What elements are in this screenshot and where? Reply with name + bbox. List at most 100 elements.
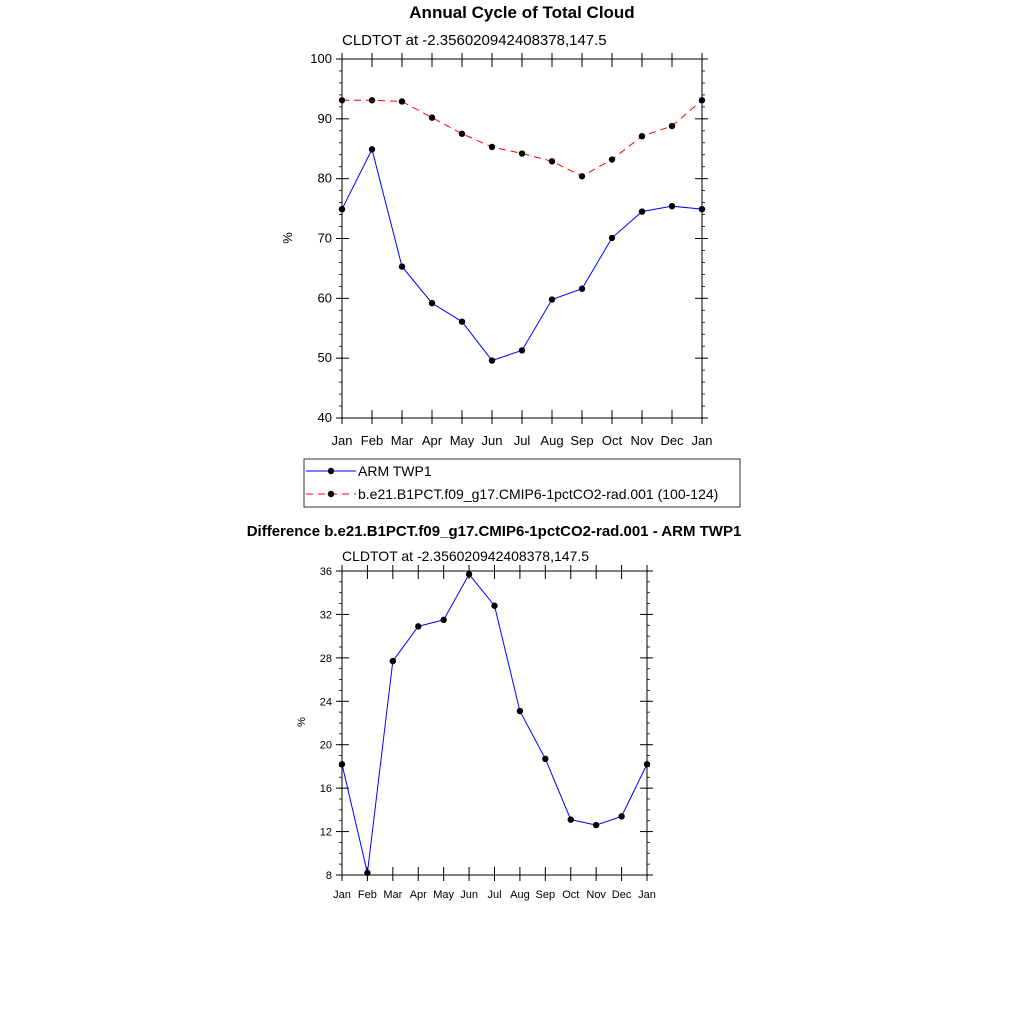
chart2-series-1-point-1 <box>364 869 371 877</box>
legend-label-series-2: b.e21.B1PCT.f09_g17.CMIP6-1pctCO2-rad.00… <box>358 486 718 502</box>
chart2-xtick-label-5: Jun <box>460 889 478 901</box>
chart1-series-2-point-10 <box>638 132 646 140</box>
chart2-subtitle: CLDTOT at -2.356020942408378,147.5 <box>342 548 589 564</box>
chart1-ytick-label-2: 60 <box>318 290 332 305</box>
chart1-series-1-point-0 <box>338 205 346 213</box>
chart1-xtick-label-2: Mar <box>391 433 414 448</box>
chart1-series-1-point-11 <box>668 202 676 210</box>
chart1-series-1-point-6 <box>518 347 526 354</box>
chart2-series-1-point-11 <box>618 813 625 820</box>
legend-marker-series-2 <box>327 490 335 498</box>
chart2-series-1-point-0 <box>338 761 346 768</box>
chart2-series-1-point-7 <box>516 707 524 715</box>
chart2-series-1-point-2 <box>389 657 397 665</box>
chart2-series-1-point-4 <box>440 616 447 624</box>
chart1-ytick-label-5: 90 <box>318 111 332 126</box>
chart2-xtick-label-6: Jul <box>487 889 501 901</box>
chart1-ytick-label-1: 50 <box>318 350 332 365</box>
chart1-series-1-point-5 <box>488 357 496 364</box>
chart1-series-1-point-2 <box>398 263 406 270</box>
chart2-xtick-label-3: Apr <box>410 889 427 901</box>
chart1-series-1-point-4 <box>458 318 466 325</box>
chart1-series-1-point-10 <box>638 208 646 215</box>
chart1-plot-area: 40 50 60 70 80 90 100 Jan Feb Mar Apr May Jun Jul Aug S… <box>310 51 712 448</box>
chart2-xtick-label-11: Dec <box>612 889 632 901</box>
chart1-xtick-label-0: Jan <box>332 433 353 448</box>
chart1-series-2-point-8 <box>578 173 586 180</box>
chart2-ytick-label-6: 32 <box>320 609 332 621</box>
chart1-ytick-label-6: 100 <box>310 51 332 66</box>
chart1-series-2-point-3 <box>428 114 436 121</box>
chart1-series-2-line <box>342 99 703 177</box>
chart1-series-2-point-11 <box>668 122 676 130</box>
chart2-title: Difference b.e21.B1PCT.f09_g17.CMIP6-1pc… <box>247 523 742 540</box>
chart2-ytick-label-2: 16 <box>320 783 332 795</box>
chart1-xtick-label-6: Jul <box>514 433 531 448</box>
chart2-frame <box>341 570 648 876</box>
chart1-series-1-point-3 <box>428 299 436 307</box>
chart2-ytick-label-0: 8 <box>326 870 332 882</box>
chart2-ytick-label-4: 24 <box>320 696 332 708</box>
chart2-ytick-label-1: 12 <box>320 827 332 839</box>
chart1-series-1-point-8 <box>578 285 586 292</box>
chart2-xtick-label-12: Jan <box>638 889 656 901</box>
chart2-y-axis-label: % <box>296 717 308 727</box>
chart2-series-1-point-5 <box>465 571 473 578</box>
chart1-ytick-label-3: 70 <box>318 231 332 246</box>
chart1-xtick-label-5: Jun <box>482 433 503 448</box>
chart2-series-1-line <box>341 573 648 873</box>
chart2-series-1-point-10 <box>592 821 600 829</box>
chart1-xtick-label-12: Jan <box>692 433 713 448</box>
chart1-series-1-point-9 <box>608 234 616 242</box>
chart1-series-2-point-1 <box>368 97 376 104</box>
chart1-series-2-point-5 <box>488 143 496 151</box>
chart1-ytick-label-4: 80 <box>318 171 332 186</box>
chart1-frame <box>341 58 703 419</box>
chart1-series-1-point-7 <box>548 296 556 303</box>
chart1-series-2-point-4 <box>458 130 466 137</box>
chart2-ytick-label-7: 36 <box>320 566 332 578</box>
chart1-series-2-point-2 <box>398 98 406 105</box>
legend-label-series-1: ARM TWP1 <box>358 463 432 479</box>
chart2-ytick-label-3: 20 <box>320 740 332 752</box>
chart2-xtick-label-1: Feb <box>358 889 377 901</box>
chart2-xtick-label-10: Nov <box>586 889 606 901</box>
chart2-series-1-point-6 <box>491 602 498 609</box>
chart2-ytick-label-5: 28 <box>320 653 332 665</box>
chart1-ytick-label-0: 40 <box>318 410 332 425</box>
chart1-xtick-label-9: Oct <box>602 433 623 448</box>
chart1-title: Annual Cycle of Total Cloud <box>409 3 634 22</box>
chart1-series-2-point-9 <box>608 156 616 163</box>
chart1-xtick-label-11: Dec <box>660 433 684 448</box>
chart1-xtick-label-7: Aug <box>540 433 563 448</box>
chart1-series-1-point-12 <box>698 205 706 213</box>
chart2-series-1-point-3 <box>415 623 422 630</box>
chart1-xtick-label-4: May <box>450 433 475 448</box>
chart1-y-axis-label: % <box>280 232 295 244</box>
chart1-subtitle: CLDTOT at -2.356020942408378,147.5 <box>342 32 607 49</box>
chart2-xtick-label-8: Sep <box>536 889 556 901</box>
chart2-series-1-point-9 <box>567 816 574 823</box>
chart2-xtick-label-7: Aug <box>510 889 530 901</box>
chart2-xtick-label-9: Oct <box>562 889 579 901</box>
chart2-series-1-point-8 <box>542 755 549 763</box>
chart2-xtick-label-4: May <box>433 889 454 901</box>
chart1-series-2-point-7 <box>548 158 556 165</box>
chart1-series-2-point-0 <box>338 97 346 104</box>
chart1-series-1-point-1 <box>368 146 376 153</box>
chart1-legend: ARM TWP1 b.e21.B1PCT.f09_g17.CMIP6-1pctC… <box>303 458 741 508</box>
chart2-series-1-point-12 <box>643 761 651 768</box>
chart2-xtick-label-2: Mar <box>383 889 402 901</box>
chart1-xtick-label-8: Sep <box>570 433 593 448</box>
chart1-xtick-label-10: Nov <box>630 433 654 448</box>
chart2-xtick-label-0: Jan <box>333 889 351 901</box>
chart1-xtick-label-3: Apr <box>422 433 443 448</box>
chart1-series-2-point-6 <box>518 150 526 157</box>
chart1-series-2-point-12 <box>698 97 706 104</box>
chart2-plot-area: 8 12 16 20 24 28 32 36 Jan Feb Mar Apr May Jun Jul Aug S… <box>320 565 656 901</box>
chart1-series-1-line <box>341 147 703 362</box>
chart1-xtick-label-1: Feb <box>361 433 383 448</box>
legend-marker-series-1 <box>327 467 335 475</box>
legend-box <box>303 458 741 508</box>
